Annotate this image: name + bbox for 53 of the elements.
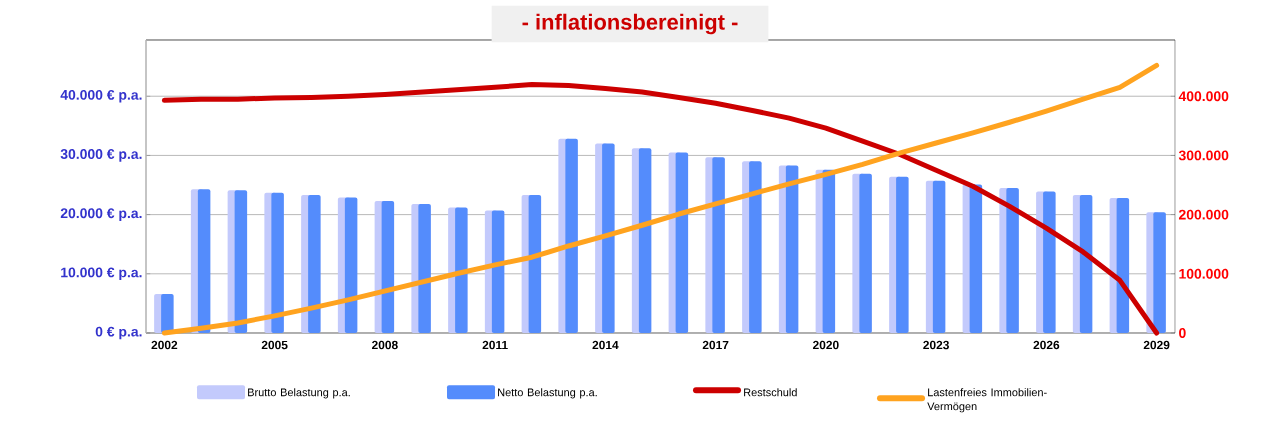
- bar: [822, 169, 836, 333]
- bar: [896, 176, 909, 333]
- legend-label: Restschuld: [744, 388, 797, 397]
- x-tick-label: 2014: [592, 340, 619, 350]
- chart-title: - inflationsbereinigt -: [522, 13, 738, 35]
- bar: [602, 143, 615, 333]
- bar: [381, 201, 395, 333]
- legend-label: Brutto Belastung p.a.: [248, 388, 350, 399]
- y-tick-label: 30.000 € p.a.: [60, 149, 142, 162]
- bar: [1116, 198, 1130, 333]
- x-tick-label: 2029: [1143, 340, 1170, 350]
- y2-tick-label: 300.000: [1178, 150, 1229, 161]
- bar: [528, 195, 542, 333]
- x-tick-label: 2002: [151, 340, 178, 350]
- y2-tick-label: 200.000: [1178, 209, 1229, 220]
- bar: [1043, 191, 1056, 333]
- y-tick-label: 20.000 € p.a.: [60, 208, 142, 221]
- bar: [418, 203, 431, 333]
- bar: [455, 207, 468, 333]
- y-tick-label: 0 € p.a.: [95, 326, 142, 340]
- y-tick-label: 40.000 € p.a.: [60, 89, 142, 103]
- bar: [565, 138, 578, 333]
- legend-label: Lastenfreies Immobilien-Vermögen: [927, 388, 1047, 413]
- bar: [1079, 195, 1093, 333]
- bar: [1006, 187, 1019, 333]
- y2-tick-label: 400.000: [1178, 91, 1229, 102]
- bar: [308, 195, 321, 333]
- bar: [234, 190, 248, 333]
- bar: [749, 161, 762, 333]
- x-tick-label: 2023: [923, 340, 949, 350]
- y2-tick-label: 100.000: [1179, 268, 1229, 279]
- x-tick-label: 2005: [261, 340, 288, 350]
- y2-tick-label: 0: [1179, 328, 1186, 338]
- bar: [712, 157, 725, 333]
- bar: [197, 189, 211, 333]
- bar: [491, 210, 505, 333]
- legend-label: Netto Belastung p.a.: [498, 388, 597, 399]
- bar: [161, 293, 174, 333]
- bar: [675, 152, 689, 333]
- bar: [638, 148, 652, 333]
- bar: [1153, 212, 1166, 333]
- x-tick-label: 2026: [1033, 340, 1060, 350]
- bar: [344, 197, 358, 333]
- x-tick-label: 2017: [702, 340, 729, 350]
- bar: [785, 165, 799, 333]
- bar: [859, 173, 872, 333]
- bar: [969, 184, 983, 333]
- x-tick-label: 2011: [482, 340, 508, 350]
- bar: [932, 180, 946, 333]
- x-tick-label: 2020: [812, 340, 839, 350]
- y-tick-label: 10.000 € p.a.: [61, 267, 142, 281]
- x-tick-label: 2008: [371, 340, 398, 350]
- bar: [271, 192, 284, 333]
